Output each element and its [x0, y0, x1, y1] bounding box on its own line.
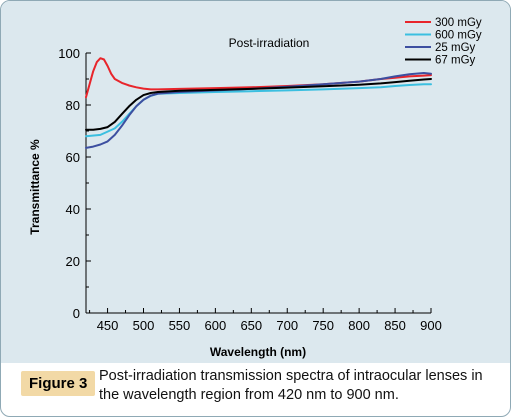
y-axis-label: Transmittance %: [28, 139, 42, 235]
figure-label: Figure 3: [21, 371, 96, 396]
series-line-600-mgy: [85, 83, 432, 138]
y-tick-label: 100: [58, 46, 80, 61]
x-tick-label: 450: [97, 318, 119, 333]
x-tick-label: 900: [420, 318, 442, 333]
x-tick-label: 800: [348, 318, 370, 333]
series-line-25-mgy: [85, 72, 432, 149]
y-tick-label: 80: [66, 98, 80, 113]
y-tick-label: 60: [66, 150, 80, 165]
figure-caption-text: Post-irradiation transmission spectra of…: [99, 368, 483, 403]
x-tick-label: 650: [240, 318, 262, 333]
legend-label: 67 mGy: [435, 55, 476, 67]
legend-label: 600 mGy: [435, 30, 482, 42]
y-tick-label: 20: [66, 254, 80, 269]
x-tick-label: 850: [384, 318, 406, 333]
transmittance-chart: 0 20 40 60 80 100 450 500 550 600 650 700 750 800 850 9…: [28, 17, 482, 359]
x-tick-label: 600: [205, 318, 227, 333]
y-tick-label: 40: [66, 202, 80, 217]
series-line-67-mgy: [85, 78, 432, 131]
chart-title: Post-irradiation: [229, 36, 310, 50]
figure-caption: Figure 3 Post-irradiation transmission s…: [11, 363, 501, 413]
x-tick-label: 550: [169, 318, 191, 333]
x-tick-label: 700: [276, 318, 298, 333]
chart-panel: 0 20 40 60 80 100 450 500 550 600 650 700 750 800 850 9…: [1, 1, 510, 363]
y-tick-label: 0: [73, 306, 80, 321]
x-tick-label: 500: [133, 318, 155, 333]
legend-label: 300 mGy: [435, 17, 482, 29]
x-axis-label: Wavelength (nm): [210, 345, 306, 359]
x-tick-label: 750: [312, 318, 334, 333]
legend-label: 25 mGy: [435, 42, 476, 54]
